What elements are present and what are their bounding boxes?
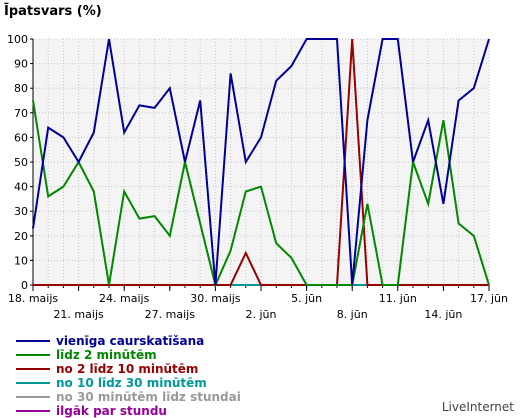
x-tick-label: 24. maijs: [99, 292, 150, 305]
x-tick-label: 8. jūn: [337, 308, 368, 321]
x-tick-label: 5. jūn: [291, 292, 322, 305]
x-tick-label: 14. jūn: [424, 308, 462, 321]
legend-item: līdz 2 minūtēm: [16, 348, 241, 362]
x-tick-label: 2. jūn: [246, 308, 277, 321]
y-tick-label: 20: [14, 230, 28, 243]
legend-item: no 10 līdz 30 minūtēm: [16, 376, 241, 390]
y-tick-label: 100: [7, 33, 28, 46]
legend-label: no 10 līdz 30 minūtēm: [56, 376, 207, 390]
legend-label: vienīga caurskatīšana: [56, 334, 205, 348]
legend-swatch: [16, 396, 50, 398]
y-tick-label: 10: [14, 254, 28, 267]
watermark: LiveInternet: [441, 400, 514, 414]
legend-item: vienīga caurskatīšana: [16, 334, 241, 348]
legend-label: no 30 minūtēm līdz stundai: [56, 390, 241, 404]
y-tick-label: 50: [14, 156, 28, 169]
legend-label: līdz 2 minūtēm: [56, 348, 157, 362]
y-tick-label: 60: [14, 131, 28, 144]
legend-swatch: [16, 382, 50, 384]
legend-swatch: [16, 410, 50, 412]
y-axis-title: Īpatsvars (%): [4, 4, 102, 19]
legend-swatch: [16, 340, 50, 342]
legend-item: no 30 minūtēm līdz stundai: [16, 390, 241, 404]
legend-swatch: [16, 354, 50, 356]
y-tick-label: 90: [14, 58, 28, 71]
y-tick-label: 80: [14, 82, 28, 95]
legend-swatch: [16, 368, 50, 370]
x-tick-label: 30. maijs: [190, 292, 241, 305]
y-tick-label: 70: [14, 107, 28, 120]
legend-item: ilgāk par stundu: [16, 404, 241, 418]
x-tick-label: 18. maijs: [8, 292, 59, 305]
legend-label: no 2 līdz 10 minūtēm: [56, 362, 199, 376]
y-tick-label: 30: [14, 205, 28, 218]
y-tick-label: 40: [14, 181, 28, 194]
x-tick-label: 17. jūn: [470, 292, 508, 305]
series-line: [32, 38, 490, 286]
legend-label: ilgāk par stundu: [56, 404, 167, 418]
y-tick-label: 0: [21, 279, 28, 292]
line-chart: 0 10 20 30 40 50 60 70 80 90 100 18. maijs 24. maijs…: [7, 33, 508, 321]
legend: vienīga caurskatīšana līdz 2 minūtēm no 2 …: [16, 334, 241, 418]
x-tick-label: 21. maijs: [53, 308, 104, 321]
x-tick-label: 27. maijs: [145, 308, 196, 321]
x-tick-label: 11. jūn: [379, 292, 417, 305]
legend-item: no 2 līdz 10 minūtēm: [16, 362, 241, 376]
